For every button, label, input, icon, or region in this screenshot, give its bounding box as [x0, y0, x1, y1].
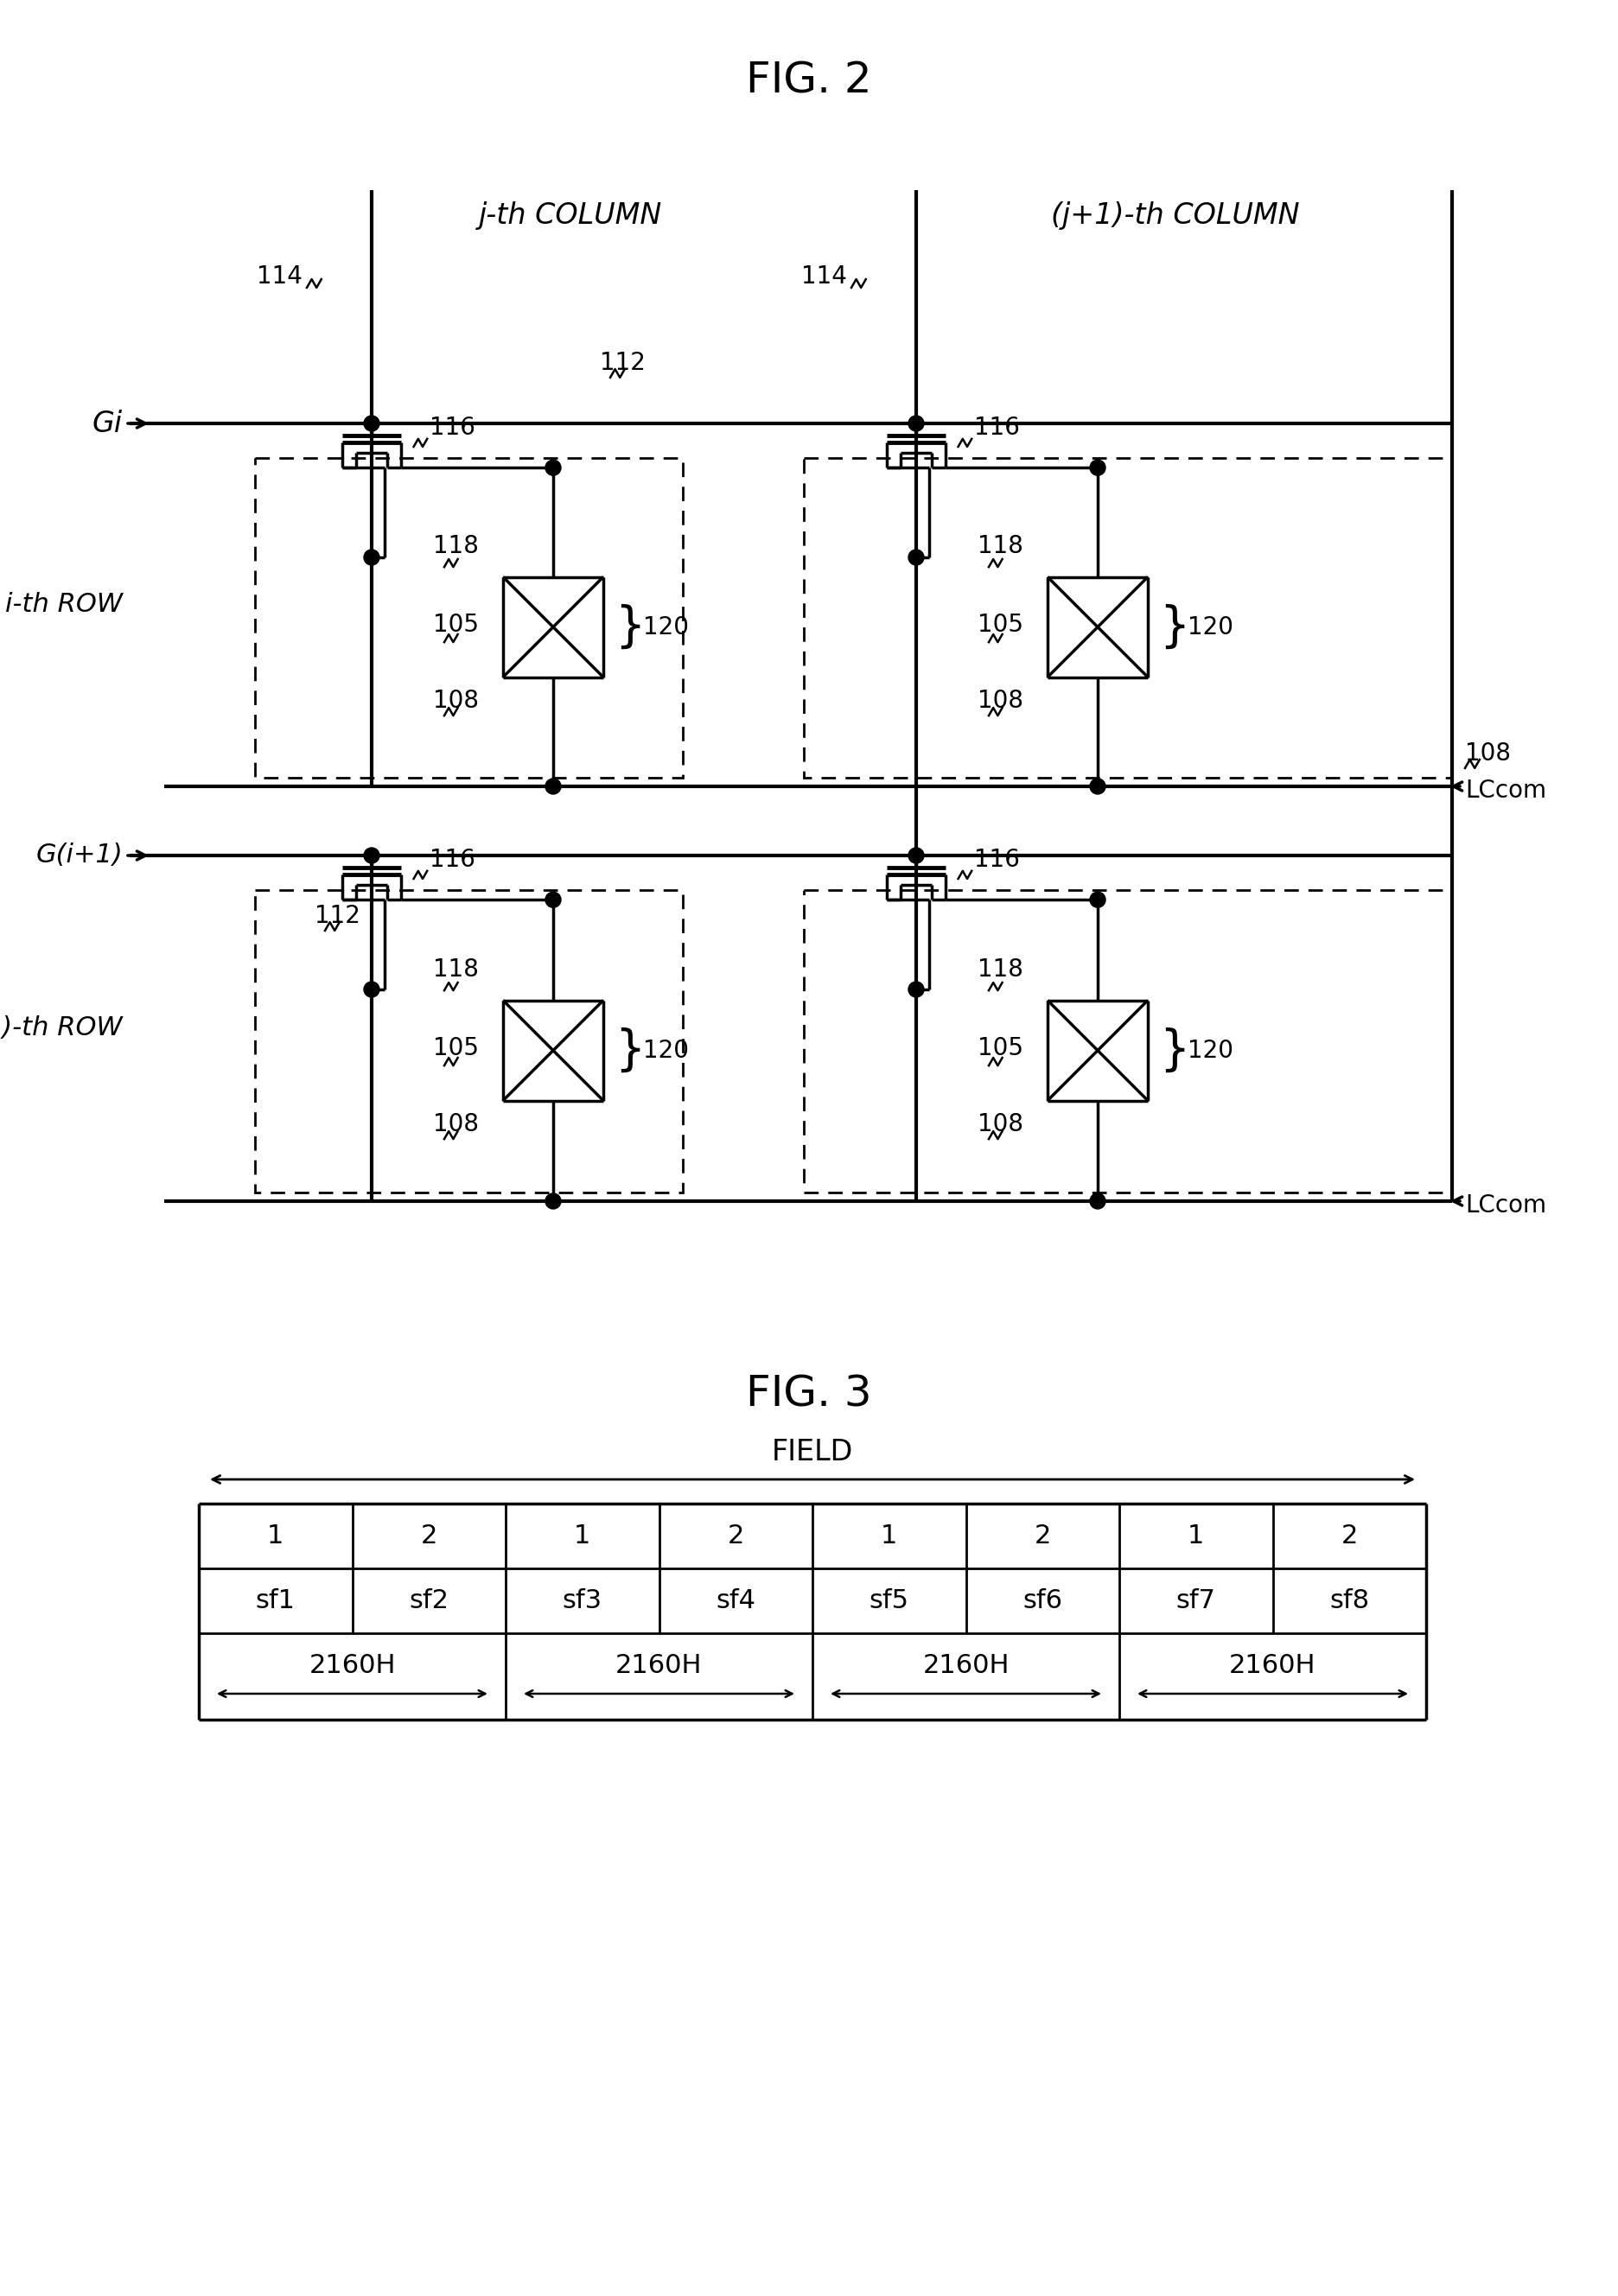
Text: G(i+1): G(i+1)	[36, 843, 123, 868]
Text: 108: 108	[432, 1111, 479, 1137]
Circle shape	[908, 549, 924, 565]
Text: }: }	[615, 1026, 646, 1075]
Text: 2: 2	[421, 1525, 437, 1548]
Circle shape	[908, 416, 924, 432]
Circle shape	[364, 983, 380, 996]
Text: 2160H: 2160H	[309, 1653, 396, 1678]
Text: sf5: sf5	[869, 1589, 909, 1614]
Text: 1: 1	[880, 1525, 898, 1548]
Text: sf3: sf3	[563, 1589, 602, 1614]
Text: 118: 118	[977, 957, 1023, 980]
Text: 108: 108	[432, 689, 479, 712]
Text: 116: 116	[429, 847, 476, 872]
Text: 105: 105	[432, 1035, 479, 1061]
Text: 116: 116	[974, 416, 1019, 441]
Text: 118: 118	[432, 533, 479, 558]
Circle shape	[1091, 459, 1105, 475]
Bar	[256, 891, 683, 1192]
Text: 1: 1	[267, 1525, 283, 1548]
Text: FIG. 3: FIG. 3	[746, 1373, 872, 1414]
Text: sf2: sf2	[409, 1589, 448, 1614]
Text: 120: 120	[1188, 1038, 1233, 1063]
Circle shape	[545, 1194, 561, 1210]
Text: 105: 105	[977, 1035, 1023, 1061]
Text: 2: 2	[1034, 1525, 1052, 1548]
Text: 118: 118	[977, 533, 1023, 558]
Text: 120: 120	[642, 615, 689, 638]
Text: 114: 114	[801, 264, 848, 289]
Text: 108: 108	[977, 689, 1023, 712]
Text: 2160H: 2160H	[1230, 1653, 1315, 1678]
Circle shape	[545, 459, 561, 475]
Text: 108: 108	[1464, 742, 1511, 765]
Text: j-th COLUMN: j-th COLUMN	[479, 202, 662, 230]
Text: 116: 116	[974, 847, 1019, 872]
Bar	[256, 457, 683, 778]
Bar	[804, 457, 1451, 778]
Text: LCcom: LCcom	[1464, 778, 1547, 804]
Text: FIG. 2: FIG. 2	[746, 60, 872, 101]
Circle shape	[908, 983, 924, 996]
Text: }: }	[1158, 1026, 1189, 1075]
Text: sf8: sf8	[1330, 1589, 1369, 1614]
Text: 105: 105	[432, 613, 479, 636]
Text: (i+1)-th ROW: (i+1)-th ROW	[0, 1015, 123, 1040]
Text: 1: 1	[1188, 1525, 1204, 1548]
Text: FIELD: FIELD	[772, 1437, 853, 1467]
Text: 2: 2	[728, 1525, 744, 1548]
Text: sf1: sf1	[256, 1589, 296, 1614]
Circle shape	[1091, 1194, 1105, 1210]
Text: 112: 112	[599, 351, 646, 374]
Text: 112: 112	[314, 905, 359, 928]
Text: sf4: sf4	[715, 1589, 756, 1614]
Text: sf6: sf6	[1023, 1589, 1063, 1614]
Text: 105: 105	[977, 613, 1023, 636]
Text: }: }	[1158, 604, 1189, 650]
Text: 2: 2	[1341, 1525, 1358, 1548]
Text: 120: 120	[1188, 615, 1233, 638]
Text: (j+1)-th COLUMN: (j+1)-th COLUMN	[1052, 202, 1299, 230]
Text: 2160H: 2160H	[615, 1653, 702, 1678]
Text: 118: 118	[432, 957, 479, 980]
Text: 114: 114	[257, 264, 303, 289]
Text: }: }	[615, 604, 646, 650]
Text: LCcom: LCcom	[1464, 1194, 1547, 1217]
Circle shape	[364, 549, 380, 565]
Text: i-th ROW: i-th ROW	[5, 592, 123, 618]
Bar	[804, 891, 1451, 1192]
Circle shape	[364, 847, 380, 863]
Circle shape	[908, 847, 924, 863]
Text: 108: 108	[977, 1111, 1023, 1137]
Text: Gi: Gi	[92, 409, 123, 439]
Circle shape	[545, 778, 561, 794]
Text: 1: 1	[574, 1525, 591, 1548]
Text: sf7: sf7	[1176, 1589, 1215, 1614]
Circle shape	[1091, 778, 1105, 794]
Text: 120: 120	[642, 1038, 689, 1063]
Circle shape	[364, 416, 380, 432]
Text: 116: 116	[429, 416, 476, 441]
Circle shape	[1091, 891, 1105, 907]
Circle shape	[545, 891, 561, 907]
Text: 2160H: 2160H	[922, 1653, 1010, 1678]
